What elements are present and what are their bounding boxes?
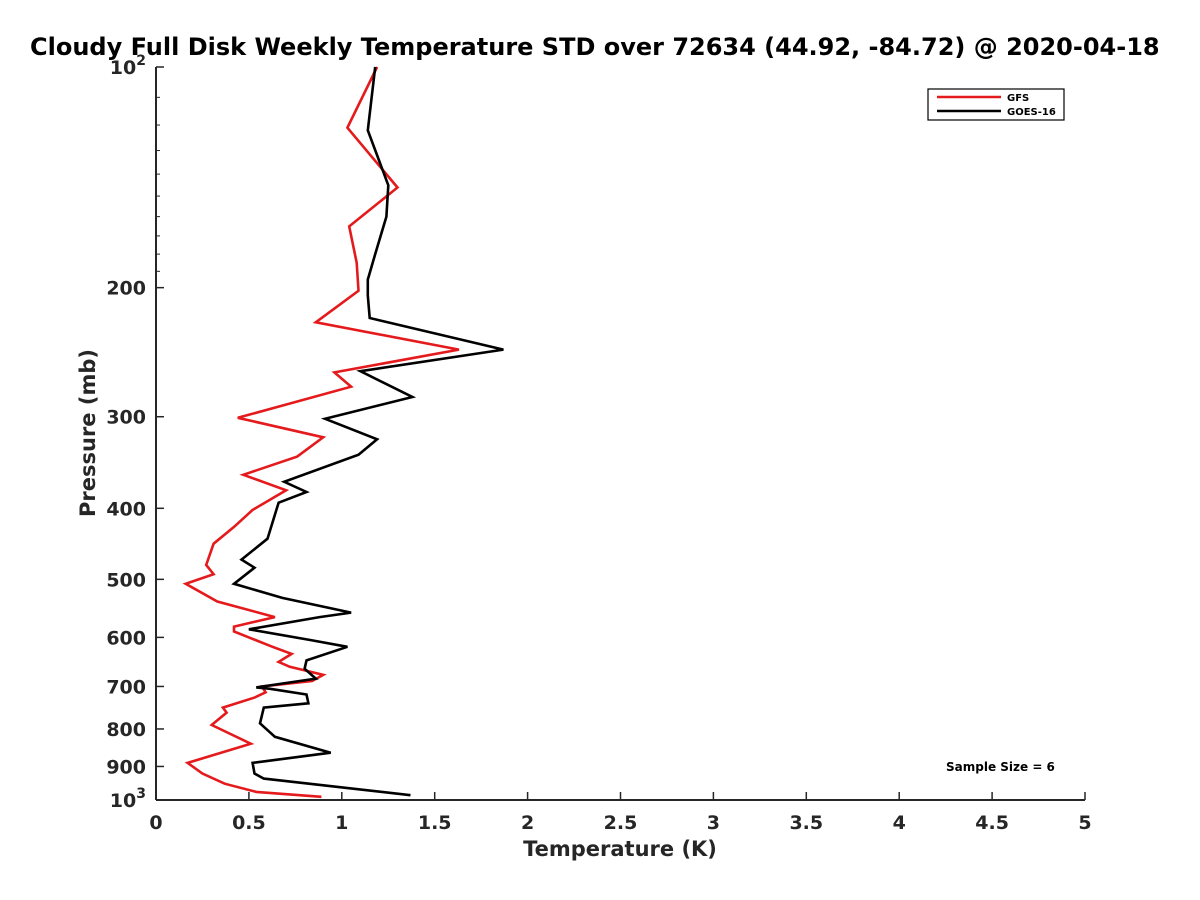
x-tick-label: 0 — [149, 812, 162, 834]
y-tick-label: 600 — [106, 627, 146, 649]
x-tick-label: 1 — [335, 812, 348, 834]
x-tick-label: 0.5 — [232, 812, 266, 834]
series-line-gfs — [182, 66, 460, 799]
series-line-goes16 — [231, 66, 504, 797]
y-tick-label: 300 — [106, 407, 146, 429]
y-tick-label: 200 — [106, 278, 146, 300]
y-tick-label: 700 — [106, 676, 146, 698]
y-tick-exponent: 2 — [136, 53, 146, 69]
series-group — [182, 66, 504, 799]
x-tick-label: 4 — [893, 812, 906, 834]
y-tick-label: 800 — [106, 719, 146, 741]
x-tick-label: 2.5 — [604, 812, 638, 834]
axes — [155, 66, 1086, 801]
x-tick-label: 3.5 — [789, 812, 823, 834]
y-tick-label: 500 — [106, 569, 146, 591]
y-tick-label: 102 — [110, 53, 146, 79]
legend-label-goes16: GOES-16 — [1007, 107, 1056, 118]
x-tick-label: 4.5 — [975, 812, 1009, 834]
y-tick-label: 900 — [106, 756, 146, 778]
x-tick-label: 1.5 — [418, 812, 452, 834]
x-tick-label: 3 — [707, 812, 720, 834]
legend-label-gfs: GFS — [1007, 93, 1029, 104]
x-axis-label: Temperature (K) — [523, 837, 717, 861]
y-tick-label: 103 — [110, 786, 146, 812]
y-axis-label: Pressure (mb) — [76, 349, 100, 517]
sample-size-annotation: Sample Size = 6 — [946, 760, 1055, 774]
x-tick-label: 2 — [521, 812, 534, 834]
legend-box — [927, 88, 1065, 121]
legend: GFS GOES-16 — [927, 88, 1065, 121]
x-tick-label: 5 — [1078, 812, 1091, 834]
y-tick-exponent: 3 — [136, 786, 146, 802]
tick-labels: 0 0.5 1 1.5 2 2.5 3 3.5 4 4.5 5 102 200 300 400 500 600 7… — [106, 53, 1091, 834]
chart-title: Cloudy Full Disk Weekly Temperature STD … — [30, 33, 1160, 61]
y-tick-label: 400 — [106, 498, 146, 520]
